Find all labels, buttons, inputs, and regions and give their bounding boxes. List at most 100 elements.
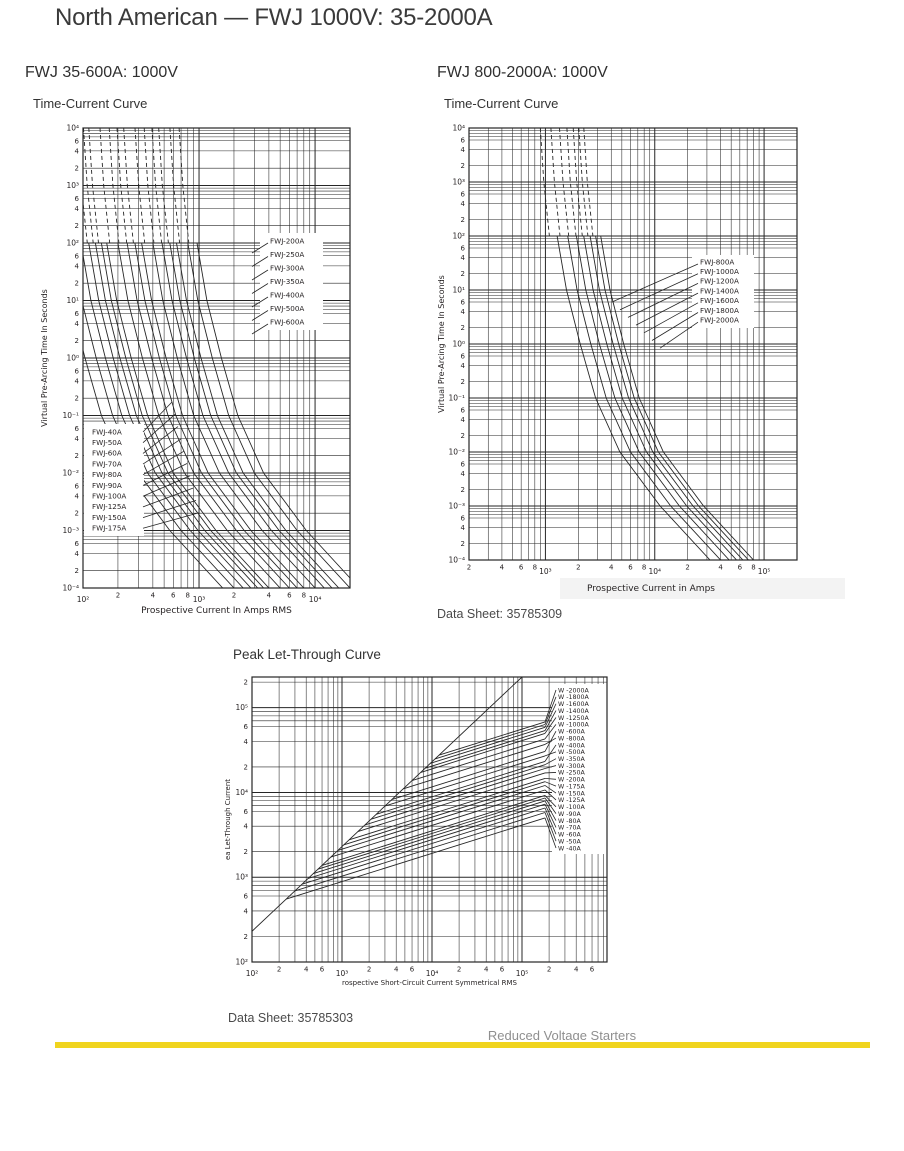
- svg-text:2: 2: [461, 324, 465, 332]
- svg-text:6: 6: [500, 966, 505, 974]
- svg-text:2: 2: [461, 432, 465, 440]
- svg-text:2: 2: [461, 486, 465, 494]
- svg-text:10³: 10³: [66, 181, 79, 190]
- svg-text:Prospective Current In Amps RM: Prospective Current In Amps RMS: [141, 606, 292, 616]
- svg-text:8: 8: [751, 564, 755, 572]
- svg-text:2: 2: [277, 966, 281, 974]
- svg-text:2: 2: [457, 966, 461, 974]
- svg-text:4: 4: [574, 966, 579, 974]
- svg-text:10⁻²: 10⁻²: [448, 448, 465, 457]
- svg-text:4: 4: [461, 254, 466, 262]
- svg-text:10⁻³: 10⁻³: [62, 526, 79, 535]
- svg-text:4: 4: [267, 592, 272, 600]
- svg-text:2: 2: [75, 395, 79, 403]
- svg-text:10¹: 10¹: [452, 286, 465, 295]
- svg-text:W -500A: W -500A: [558, 749, 586, 756]
- svg-text:4: 4: [75, 262, 80, 270]
- svg-text:6: 6: [75, 425, 80, 433]
- svg-text:6: 6: [75, 137, 80, 145]
- svg-text:FWJ-70A: FWJ-70A: [92, 459, 122, 468]
- svg-text:6: 6: [461, 298, 466, 306]
- svg-text:10⁰: 10⁰: [452, 340, 465, 349]
- svg-text:6: 6: [320, 966, 325, 974]
- svg-text:FWJ-150A: FWJ-150A: [92, 513, 126, 522]
- svg-text:6: 6: [171, 592, 176, 600]
- svg-text:10³: 10³: [235, 873, 248, 882]
- svg-text:4: 4: [461, 524, 466, 532]
- svg-text:10²: 10²: [452, 232, 465, 241]
- svg-text:FWJ-125A: FWJ-125A: [92, 502, 126, 511]
- section-heading-right: FWJ 800-2000A: 1000V: [437, 64, 608, 81]
- svg-text:4: 4: [75, 550, 80, 558]
- svg-text:6: 6: [461, 514, 466, 522]
- section-heading-left: FWJ 35-600A: 1000V: [25, 64, 178, 81]
- svg-text:6: 6: [75, 252, 80, 260]
- footer-clipped-text: Reduced Voltage Starters: [487, 1028, 637, 1040]
- svg-text:2: 2: [367, 966, 371, 974]
- svg-text:4: 4: [304, 966, 309, 974]
- svg-text:10⁻⁴: 10⁻⁴: [62, 584, 79, 593]
- svg-text:6: 6: [75, 482, 80, 490]
- svg-text:10⁻³: 10⁻³: [448, 502, 465, 511]
- svg-text:W -250A: W -250A: [558, 770, 586, 777]
- svg-text:W -300A: W -300A: [558, 763, 586, 770]
- svg-text:W -1000A: W -1000A: [558, 722, 590, 729]
- svg-text:W -70A: W -70A: [558, 825, 582, 832]
- svg-text:W -350A: W -350A: [558, 756, 586, 763]
- svg-text:4: 4: [151, 592, 156, 600]
- svg-text:W -800A: W -800A: [558, 735, 586, 742]
- svg-text:4: 4: [75, 435, 80, 443]
- time-current-chart-800-2000: FWJ-800AFWJ-1000AFWJ-1200AFWJ-1400AFWJ-1…: [437, 124, 845, 599]
- svg-text:6: 6: [519, 564, 524, 572]
- svg-text:6: 6: [75, 540, 80, 548]
- svg-text:W -1250A: W -1250A: [558, 715, 590, 722]
- svg-text:4: 4: [75, 320, 80, 328]
- svg-text:2: 2: [244, 933, 248, 941]
- svg-text:4: 4: [244, 823, 249, 831]
- svg-text:10³: 10³: [336, 969, 349, 978]
- svg-text:2: 2: [461, 270, 465, 278]
- svg-text:2: 2: [576, 564, 580, 572]
- svg-text:FWJ-100A: FWJ-100A: [92, 492, 126, 501]
- svg-text:6: 6: [738, 564, 743, 572]
- svg-text:2: 2: [244, 679, 248, 687]
- svg-text:6: 6: [244, 723, 249, 731]
- svg-text:10⁻¹: 10⁻¹: [62, 411, 79, 420]
- svg-text:2: 2: [116, 592, 120, 600]
- svg-text:10⁴: 10⁴: [235, 788, 248, 797]
- svg-text:6: 6: [461, 136, 466, 144]
- svg-text:6: 6: [461, 244, 466, 252]
- svg-text:10¹: 10¹: [66, 296, 79, 305]
- svg-text:FWJ-600A: FWJ-600A: [270, 317, 304, 326]
- svg-text:10⁻¹: 10⁻¹: [448, 394, 465, 403]
- svg-text:2: 2: [75, 165, 79, 173]
- curves: [252, 677, 546, 932]
- chart-subtitle-left: Time-Current Curve: [33, 96, 148, 111]
- svg-text:FWJ-350A: FWJ-350A: [270, 277, 304, 286]
- svg-text:2: 2: [685, 564, 689, 572]
- svg-text:2: 2: [461, 378, 465, 386]
- svg-text:FWJ-2000A: FWJ-2000A: [700, 316, 739, 325]
- svg-text:ea Let-Through Current: ea Let-Through Current: [224, 779, 232, 860]
- curve-callout-labels: FWJ-800AFWJ-1000AFWJ-1200AFWJ-1400AFWJ-1…: [611, 257, 739, 349]
- svg-text:4: 4: [75, 147, 80, 155]
- svg-text:2: 2: [232, 592, 236, 600]
- svg-text:6: 6: [590, 966, 595, 974]
- svg-text:6: 6: [244, 893, 249, 901]
- curves: [539, 128, 754, 560]
- svg-text:10⁻⁴: 10⁻⁴: [448, 556, 465, 565]
- datasheet-number-bottom: Data Sheet: 35785303: [228, 1011, 354, 1025]
- svg-text:4: 4: [500, 564, 505, 572]
- svg-text:FWJ-40A: FWJ-40A: [92, 427, 122, 436]
- svg-text:Prospective Current in Amps: Prospective Current in Amps: [587, 584, 715, 594]
- svg-text:4: 4: [75, 377, 80, 385]
- svg-text:6: 6: [244, 808, 249, 816]
- svg-text:4: 4: [461, 200, 466, 208]
- svg-text:2: 2: [75, 567, 79, 575]
- svg-text:10⁰: 10⁰: [66, 354, 79, 363]
- svg-text:FWJ-80A: FWJ-80A: [92, 470, 122, 479]
- svg-text:W -90A: W -90A: [558, 811, 582, 818]
- svg-text:2: 2: [461, 216, 465, 224]
- svg-text:2: 2: [467, 564, 471, 572]
